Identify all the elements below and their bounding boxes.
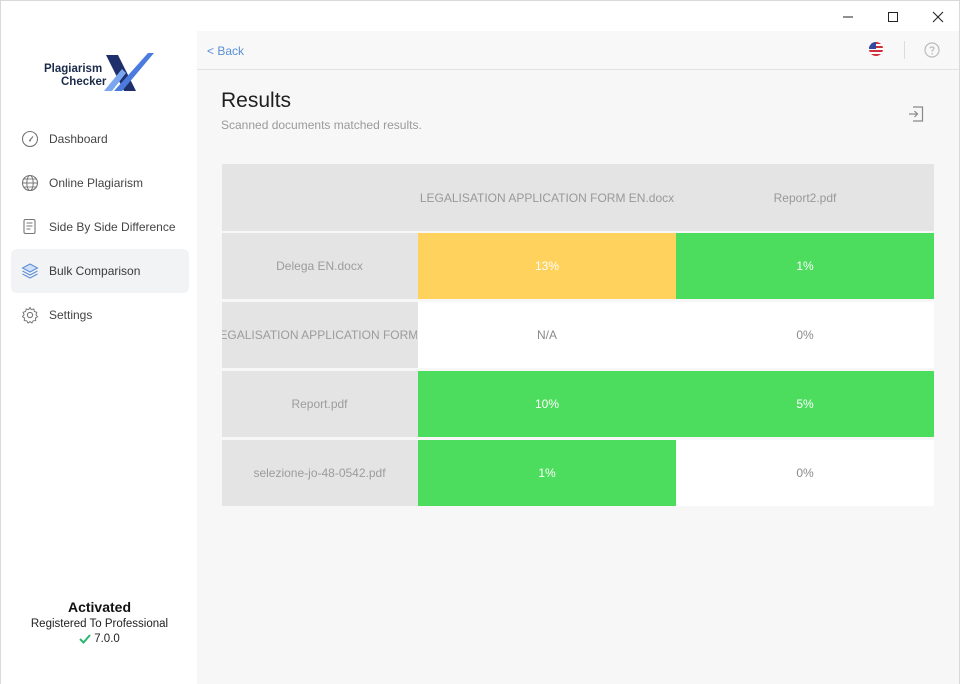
sidebar-item-dashboard[interactable]: Dashboard — [11, 117, 189, 161]
table-corner-cell — [222, 164, 418, 231]
table-header-row: LEGALISATION APPLICATION FORM EN.docx Re… — [222, 164, 934, 233]
sidebar-item-settings[interactable]: Settings — [11, 293, 189, 337]
version-text: 7.0.0 — [94, 633, 120, 645]
help-icon[interactable] — [924, 42, 940, 63]
gear-icon — [21, 306, 39, 324]
row-header: Report.pdf — [222, 371, 418, 437]
main-content: < Back Results Scanned documents matched… — [197, 31, 960, 684]
close-button[interactable] — [915, 1, 960, 32]
result-cell[interactable]: 0% — [676, 302, 934, 368]
sidebar-item-label: Settings — [49, 308, 93, 322]
sidebar-item-label: Bulk Comparison — [49, 264, 141, 278]
top-bar: < Back — [197, 31, 959, 70]
version-row: 7.0.0 — [1, 632, 198, 646]
column-header: LEGALISATION APPLICATION FORM EN.docx — [418, 164, 676, 231]
us-flag-icon[interactable] — [869, 42, 883, 61]
logo-text-line2: Checker — [61, 76, 107, 88]
sidebar-item-online-plagiarism[interactable]: Online Plagiarism — [11, 161, 189, 205]
app-logo: Plagiarism Checker — [44, 53, 164, 97]
logo-x-icon — [104, 53, 154, 91]
check-icon — [79, 634, 91, 644]
table-row: LEGALISATION APPLICATION FORM EN.docx N/… — [222, 302, 934, 371]
result-cell[interactable]: 5% — [676, 371, 934, 437]
minimize-button[interactable] — [825, 1, 871, 32]
export-icon[interactable] — [907, 105, 925, 128]
page-title: Results — [221, 89, 292, 112]
table-row: selezione-jo-48-0542.pdf 1% 0% — [222, 440, 934, 509]
result-cell[interactable]: 1% — [418, 440, 676, 506]
sidebar-item-label: Side By Side Difference — [49, 220, 176, 234]
sidebar-item-side-by-side[interactable]: Side By Side Difference — [11, 205, 189, 249]
sidebar: Plagiarism Checker Dashboard Online Plag… — [0, 31, 197, 684]
sidebar-item-label: Dashboard — [49, 132, 108, 146]
row-header: Delega EN.docx — [222, 233, 418, 299]
sidebar-item-bulk-comparison[interactable]: Bulk Comparison — [11, 249, 189, 293]
activation-title: Activated — [67, 599, 132, 615]
globe-icon — [21, 174, 39, 192]
results-table: LEGALISATION APPLICATION FORM EN.docx Re… — [222, 164, 934, 509]
row-header: selezione-jo-48-0542.pdf — [222, 440, 418, 506]
activation-status: Activated Registered To Professional 7.0… — [1, 598, 198, 646]
toolbar-divider — [904, 41, 905, 59]
close-icon — [932, 11, 944, 22]
row-header: LEGALISATION APPLICATION FORM EN.docx — [222, 302, 418, 368]
maximize-icon — [888, 11, 898, 22]
column-header: Report2.pdf — [676, 164, 934, 231]
sidebar-nav: Dashboard Online Plagiarism Side By Side… — [11, 117, 189, 337]
registration-text: Registered To Professional — [30, 618, 169, 630]
table-row: Delega EN.docx 13% 1% — [222, 233, 934, 302]
gauge-icon — [21, 130, 39, 148]
result-cell[interactable]: 13% — [418, 233, 676, 299]
document-icon — [21, 218, 39, 236]
back-link[interactable]: < Back — [207, 44, 245, 58]
maximize-button[interactable] — [870, 1, 916, 32]
layers-icon — [21, 262, 39, 280]
result-cell[interactable]: N/A — [418, 302, 676, 368]
result-cell[interactable]: 1% — [676, 233, 934, 299]
table-row: Report.pdf 10% 5% — [222, 371, 934, 440]
row-header-text: LEGALISATION APPLICATION FORM EN.docx — [222, 328, 418, 342]
minimize-icon — [843, 16, 853, 17]
result-cell[interactable]: 0% — [676, 440, 934, 506]
page-subtitle: Scanned documents matched results. — [221, 118, 422, 132]
window-titlebar — [0, 0, 960, 31]
logo-text-line1: Plagiarism — [44, 63, 103, 75]
sidebar-item-label: Online Plagiarism — [49, 176, 144, 190]
result-cell[interactable]: 10% — [418, 371, 676, 437]
